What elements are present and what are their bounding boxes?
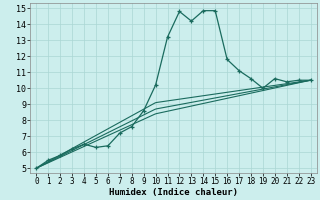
X-axis label: Humidex (Indice chaleur): Humidex (Indice chaleur) — [109, 188, 238, 197]
